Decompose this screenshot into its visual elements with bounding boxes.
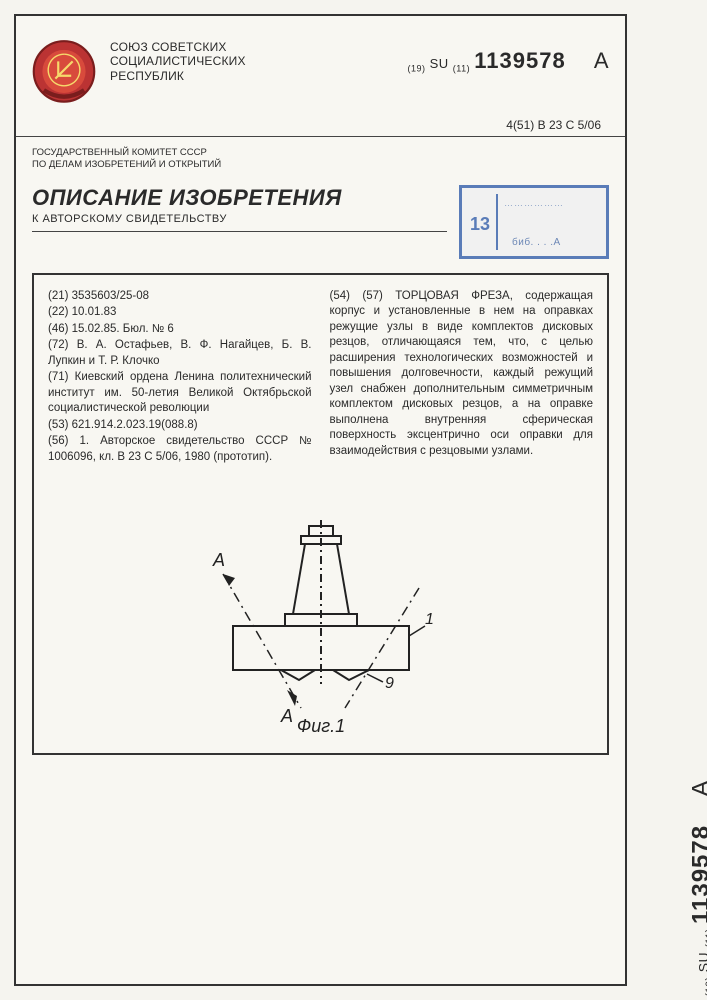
- figure-label: Фиг.1: [296, 716, 344, 736]
- field-21: (21) 3535603/25-08: [48, 289, 312, 305]
- library-stamp: 13 ……………… биб. . . .А: [459, 185, 609, 259]
- side-number: 1139578: [687, 825, 707, 924]
- stamp-number: 13: [470, 214, 490, 235]
- committee-line: ГОСУДАРСТВЕННЫЙ КОМИТЕТ СССР: [32, 147, 625, 159]
- committee-block: ГОСУДАРСТВЕННЫЙ КОМИТЕТ СССР ПО ДЕЛАМ ИЗ…: [16, 141, 625, 179]
- description-title: ОПИСАНИЕ ИЗОБРЕТЕНИЯ: [32, 185, 447, 211]
- field-46: (46) 15.02.85. Бюл. № 6: [48, 322, 312, 338]
- stamp-dots: ………………: [504, 198, 564, 208]
- side-document-number: (19) SU (11) 1139578 A: [687, 780, 707, 996]
- field-71: (71) Киевский ордена Ленина политехничес…: [48, 370, 312, 417]
- header: СОЮЗ СОВЕТСКИХ СОЦИАЛИСТИЧЕСКИХ РЕСПУБЛИ…: [16, 16, 625, 114]
- technical-drawing-icon: А А 1 9 Фиг.1: [181, 508, 461, 738]
- ussr-emblem-icon: [28, 34, 100, 106]
- abstract-text: (54) (57) ТОРЦОВАЯ ФРЕЗА, содержащая кор…: [330, 289, 594, 460]
- committee-line: ПО ДЕЛАМ ИЗОБРЕТЕНИЙ И ОТКРЫТИЙ: [32, 159, 625, 171]
- country-code: SU: [430, 56, 449, 71]
- field-56: (56) 1. Авторское свидетельство СССР № 1…: [48, 434, 312, 465]
- document-page: СОЮЗ СОВЕТСКИХ СОЦИАЛИСТИЧЕСКИХ РЕСПУБЛИ…: [14, 14, 627, 986]
- field-72: (72) В. А. Остафьев, В. Ф. Нагайцев, Б. …: [48, 338, 312, 369]
- field-22: (22) 10.01.83: [48, 305, 312, 321]
- doc-kind: A: [570, 48, 609, 73]
- side-kind: A: [687, 780, 707, 821]
- union-line: СОЮЗ СОВЕТСКИХ: [110, 40, 407, 54]
- code-11: (11): [453, 64, 470, 74]
- patent-number: 1139578: [474, 48, 565, 73]
- stamp-divider: [496, 194, 498, 250]
- figure-1: А А 1 9 Фиг.1: [48, 466, 593, 743]
- ref-1: 1: [425, 611, 434, 628]
- field-53: (53) 621.914.2.023.19(088.8): [48, 418, 312, 434]
- right-column: (54) (57) ТОРЦОВАЯ ФРЕЗА, содержащая кор…: [330, 289, 594, 467]
- section-a1: А: [212, 550, 225, 570]
- section-a2: А: [280, 706, 293, 726]
- two-column-text: (21) 3535603/25-08 (22) 10.01.83 (46) 15…: [48, 289, 593, 467]
- stamp-text: биб. . . .А: [512, 237, 561, 248]
- divider: [32, 231, 447, 232]
- ref-9: 9: [385, 675, 394, 692]
- left-column: (21) 3535603/25-08 (22) 10.01.83 (46) 15…: [48, 289, 312, 467]
- divider: [16, 136, 625, 137]
- abstract-box: (21) 3535603/25-08 (22) 10.01.83 (46) 15…: [32, 273, 609, 756]
- union-line: СОЦИАЛИСТИЧЕСКИХ: [110, 54, 407, 68]
- title-main: ОПИСАНИЕ ИЗОБРЕТЕНИЯ К АВТОРСКОМУ СВИДЕТ…: [32, 185, 447, 236]
- code-19: (19): [407, 64, 425, 74]
- ipc-classification: 4(51) В 23 С 5/06: [16, 114, 625, 132]
- header-union-text: СОЮЗ СОВЕТСКИХ СОЦИАЛИСТИЧЕСКИХ РЕСПУБЛИ…: [100, 34, 407, 83]
- document-number: (19) SU (11) 1139578 A: [407, 34, 609, 74]
- certificate-subtitle: К АВТОРСКОМУ СВИДЕТЕЛЬСТВУ: [32, 213, 447, 225]
- title-block: ОПИСАНИЕ ИЗОБРЕТЕНИЯ К АВТОРСКОМУ СВИДЕТ…: [16, 179, 625, 263]
- side-country: SU: [695, 952, 707, 972]
- union-line: РЕСПУБЛИК: [110, 69, 407, 83]
